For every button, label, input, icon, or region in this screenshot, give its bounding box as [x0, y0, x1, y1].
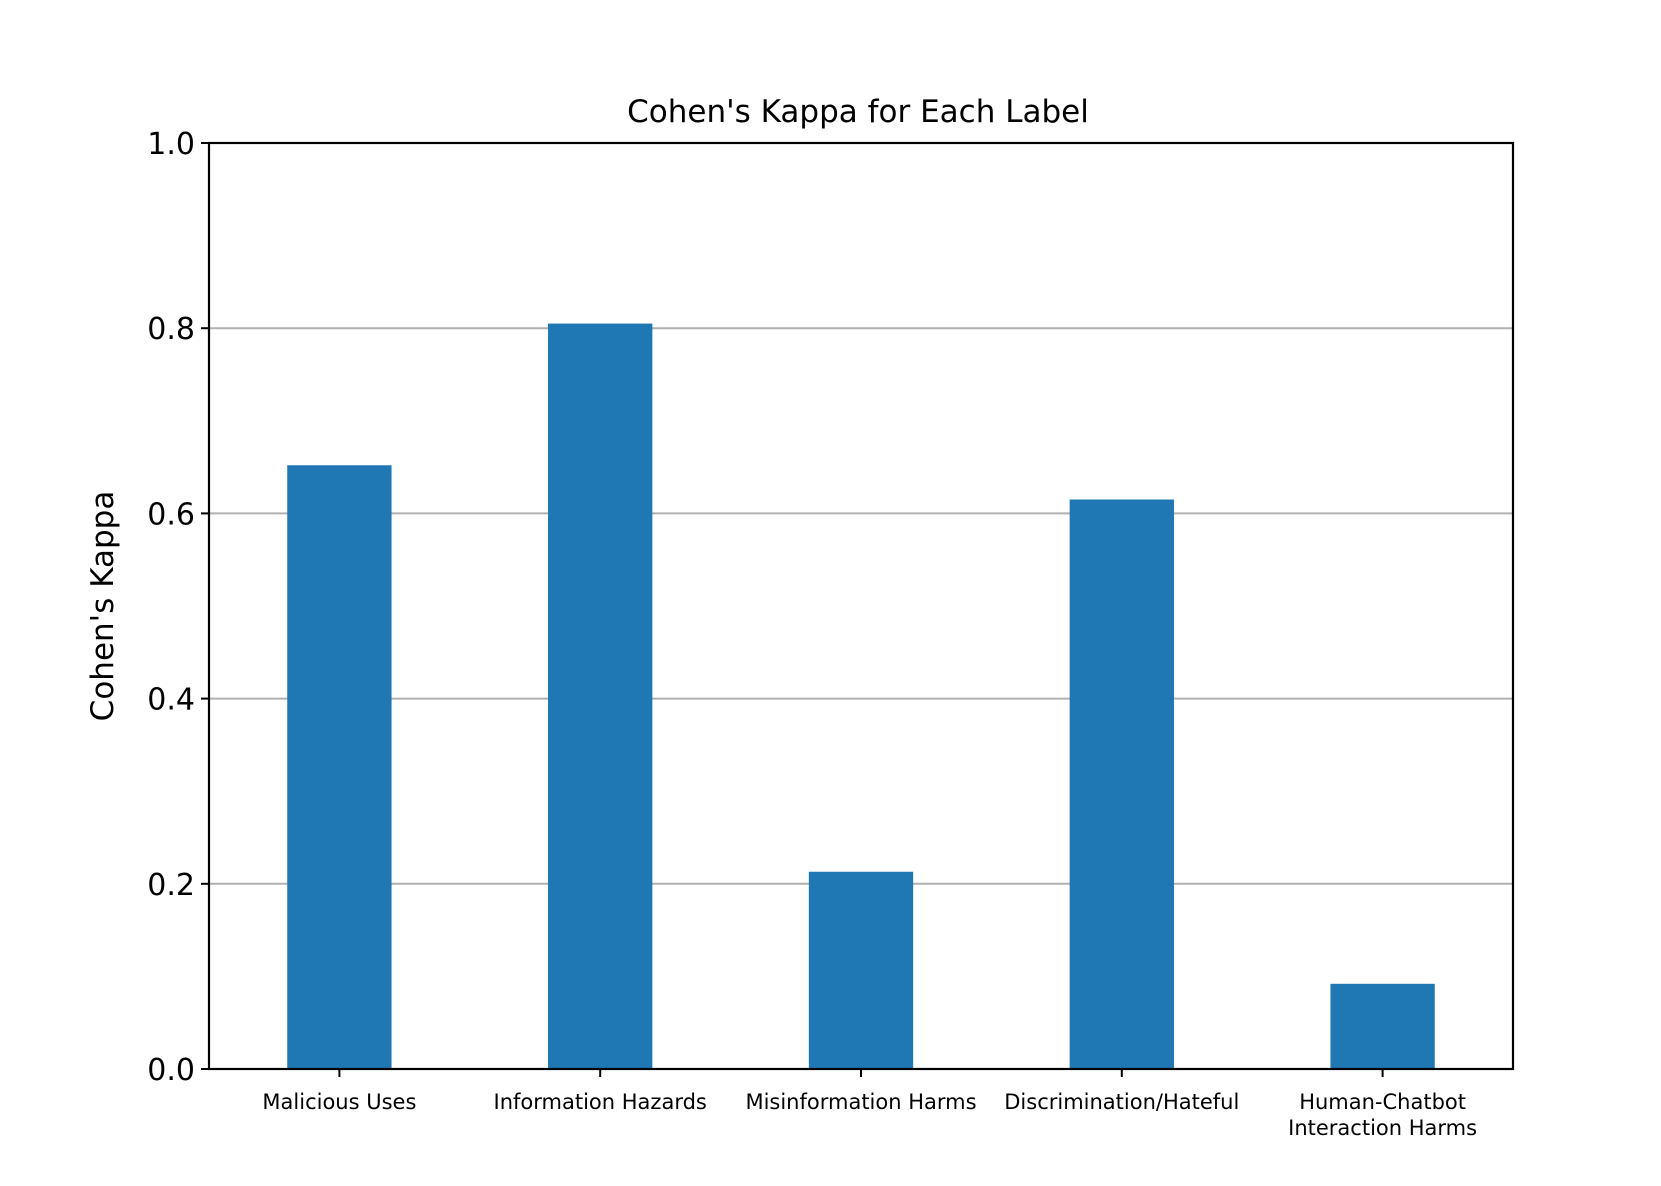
y-tick-label: 0.0: [147, 1053, 195, 1088]
y-tick-label: 0.2: [147, 868, 195, 903]
y-tick-label: 1.0: [147, 127, 195, 162]
x-tick-label: Malicious Uses: [262, 1090, 416, 1114]
x-tick-label-line: Discrimination/Hateful: [1004, 1090, 1239, 1114]
y-tick-label: 0.6: [147, 497, 195, 532]
x-tick-label: Discrimination/Hateful: [1004, 1090, 1239, 1114]
grid-lines: [209, 327, 1513, 885]
x-tick-label-line: Misinformation Harms: [745, 1090, 976, 1114]
y-axis-ticks: 0.0 0.2 0.4 0.6 0.8 1.0: [147, 127, 209, 1088]
bar: [808, 871, 914, 1069]
x-tick-label: Human-Chatbot Interaction Harms: [1288, 1090, 1477, 1140]
y-tick-label: 0.8: [147, 312, 195, 347]
x-tick-label: Misinformation Harms: [745, 1090, 976, 1114]
x-tick-label-line: Interaction Harms: [1288, 1116, 1477, 1140]
bar: [287, 465, 392, 1069]
bars: [287, 323, 1435, 1069]
chart-title: Cohen's Kappa for Each Label: [627, 94, 1089, 130]
bar: [548, 323, 653, 1069]
x-tick-label-line: Human-Chatbot: [1299, 1090, 1466, 1114]
x-tick-label: Information Hazards: [494, 1090, 707, 1114]
x-tick-label-line: Information Hazards: [494, 1090, 707, 1114]
x-axis-ticks: Malicious Uses Information Hazards Misinfo…: [262, 1069, 1477, 1140]
y-tick-label: 0.4: [147, 683, 195, 718]
bar: [1069, 499, 1174, 1069]
y-axis-label: Cohen's Kappa: [85, 491, 121, 722]
x-tick-label-line: Malicious Uses: [262, 1090, 416, 1114]
bar: [1330, 983, 1435, 1069]
